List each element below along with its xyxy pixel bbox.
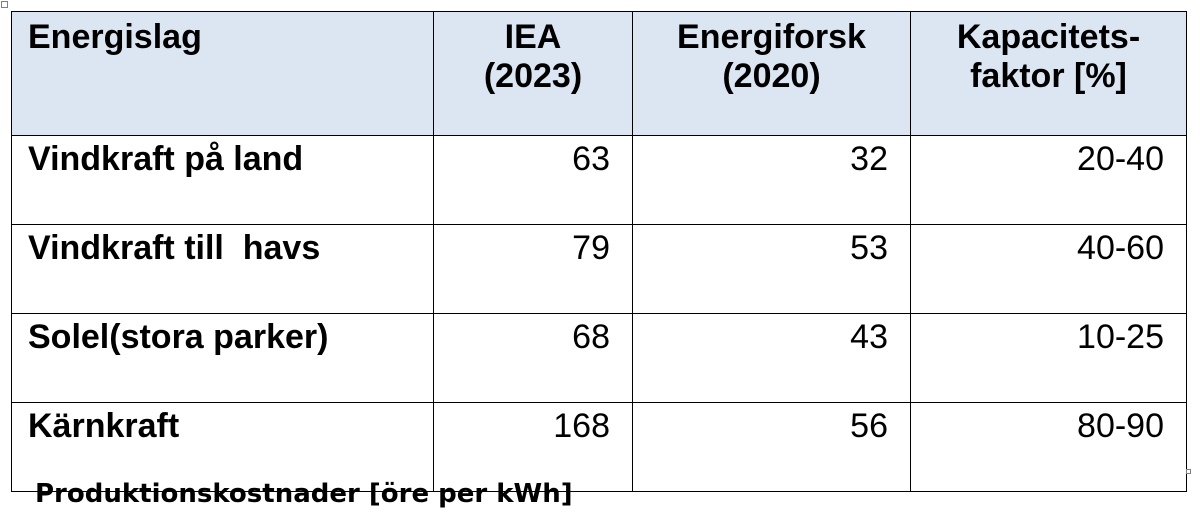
cell-energiforsk: 53 bbox=[632, 224, 911, 314]
table-row: Vindkraft till havs 79 53 40-60 bbox=[11, 224, 1187, 314]
cell-energislag: Kärnkraft bbox=[11, 402, 434, 492]
cell-kapacitetsfaktor: 80-90 bbox=[910, 402, 1187, 492]
cell-iea: 168 bbox=[433, 402, 633, 492]
cell-energislag: Vindkraft till havs bbox=[11, 224, 434, 314]
cell-kapacitetsfaktor: 40-60 bbox=[910, 224, 1187, 314]
table-row: Kärnkraft 168 56 80-90 bbox=[11, 402, 1187, 492]
cell-energiforsk: 56 bbox=[632, 402, 911, 492]
table-resize-handle-icon[interactable] bbox=[1186, 469, 1191, 474]
table-header-row: Energislag IEA (2023) Energiforsk (2020)… bbox=[11, 11, 1187, 136]
table-row: Vindkraft på land 63 32 20-40 bbox=[11, 135, 1187, 225]
table-caption: Produktionskostnader [öre per kWh] bbox=[35, 479, 573, 509]
cell-energislag: Vindkraft på land bbox=[11, 135, 434, 225]
cell-iea: 79 bbox=[433, 224, 633, 314]
cost-table-container: Energislag IEA (2023) Energiforsk (2020)… bbox=[11, 11, 1187, 492]
header-energiforsk: Energiforsk (2020) bbox=[632, 11, 911, 136]
cell-iea: 63 bbox=[433, 135, 633, 225]
header-kapacitetsfaktor: Kapacitets- faktor [%] bbox=[910, 11, 1187, 136]
table-row: Solel(stora parker) 68 43 10-25 bbox=[11, 313, 1187, 403]
header-energislag: Energislag bbox=[11, 11, 434, 136]
cell-energiforsk: 43 bbox=[632, 313, 911, 403]
table-move-handle-icon[interactable] bbox=[1, 1, 8, 8]
cell-energiforsk: 32 bbox=[632, 135, 911, 225]
cost-table: Energislag IEA (2023) Energiforsk (2020)… bbox=[11, 11, 1187, 492]
cell-iea: 68 bbox=[433, 313, 633, 403]
cell-energislag: Solel(stora parker) bbox=[11, 313, 434, 403]
header-iea: IEA (2023) bbox=[433, 11, 633, 136]
cell-kapacitetsfaktor: 10-25 bbox=[910, 313, 1187, 403]
cell-kapacitetsfaktor: 20-40 bbox=[910, 135, 1187, 225]
